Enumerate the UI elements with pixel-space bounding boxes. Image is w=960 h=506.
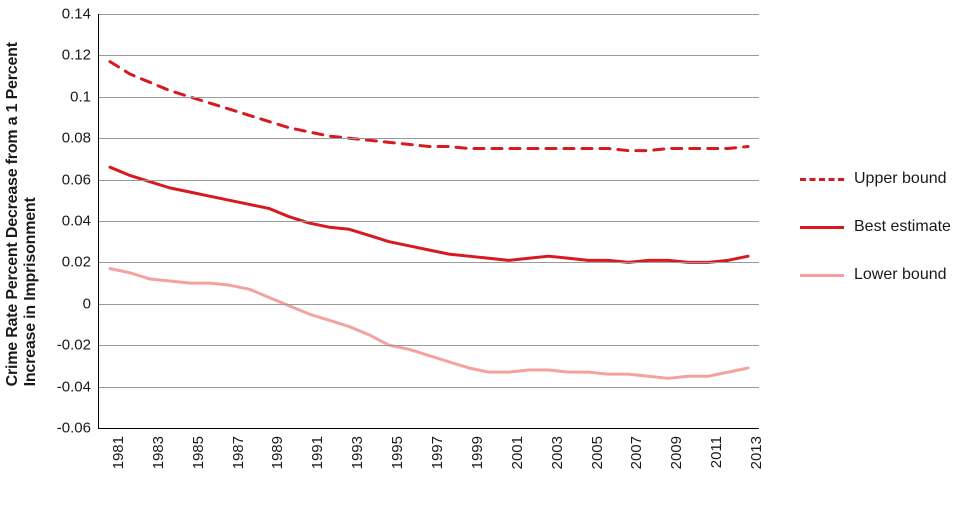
x-tick-label: 2005 [589, 436, 606, 469]
legend-label: Lower bound [854, 266, 947, 284]
gridline [99, 138, 759, 139]
legend-swatch-best [800, 226, 844, 229]
x-tick-label: 1991 [309, 436, 326, 469]
gridline [99, 180, 759, 181]
x-tick-label: 1989 [269, 436, 286, 469]
series-best [110, 167, 748, 262]
x-tick-label: 1987 [230, 436, 247, 469]
y-tick-label: 0 [83, 295, 91, 312]
y-tick-label: 0.14 [62, 6, 91, 23]
legend-item-lower: Lower bound [800, 266, 951, 284]
x-tick-label: 2001 [509, 436, 526, 469]
y-axis-title-line1: Crime Rate Percent Decrease from a 1 Per… [4, 42, 21, 386]
y-tick-label: 0.12 [62, 47, 91, 64]
legend-label: Best estimate [854, 218, 951, 236]
y-tick-label: 0.04 [62, 213, 91, 230]
legend-swatch-upper [800, 178, 844, 181]
gridline [99, 14, 759, 15]
crime-rate-chart: Crime Rate Percent Decrease from a 1 Per… [0, 0, 960, 506]
x-tick-label: 2011 [708, 436, 725, 468]
gridline [99, 387, 759, 388]
x-tick-label: 2013 [748, 436, 765, 469]
y-tick-label: -0.04 [57, 378, 91, 395]
gridline [99, 97, 759, 98]
gridline [99, 262, 759, 263]
legend-item-best: Best estimate [800, 218, 951, 236]
gridline [99, 221, 759, 222]
y-tick-label: 0.1 [70, 88, 91, 105]
x-tick-label: 1997 [429, 436, 446, 469]
gridline [99, 304, 759, 305]
y-tick-label: 0.06 [62, 171, 91, 188]
legend-swatch-lower [800, 274, 844, 277]
legend-item-upper: Upper bound [800, 170, 951, 188]
y-axis-title-line2: Increase in Imprisonment [22, 197, 39, 386]
series-lower [110, 269, 748, 379]
y-tick-label: 0.08 [62, 130, 91, 147]
x-tick-label: 1983 [150, 436, 167, 469]
x-tick-label: 1999 [469, 436, 486, 469]
gridline [99, 55, 759, 56]
y-tick-label: -0.02 [57, 337, 91, 354]
y-axis-title: Crime Rate Percent Decrease from a 1 Per… [4, 42, 40, 386]
legend-label: Upper bound [854, 170, 947, 188]
gridline [99, 345, 759, 346]
legend: Upper bound Best estimate Lower bound [800, 170, 951, 284]
plot-area: -0.06-0.04-0.0200.020.040.060.080.10.120… [98, 14, 759, 429]
x-tick-label: 1985 [190, 436, 207, 469]
x-tick-label: 2003 [549, 436, 566, 469]
x-tick-label: 2009 [668, 436, 685, 469]
x-tick-label: 2007 [628, 436, 645, 469]
y-tick-label: 0.02 [62, 254, 91, 271]
x-tick-label: 1995 [389, 436, 406, 469]
y-tick-label: -0.06 [57, 420, 91, 437]
x-tick-label: 1993 [349, 436, 366, 469]
x-tick-label: 1981 [110, 436, 127, 469]
